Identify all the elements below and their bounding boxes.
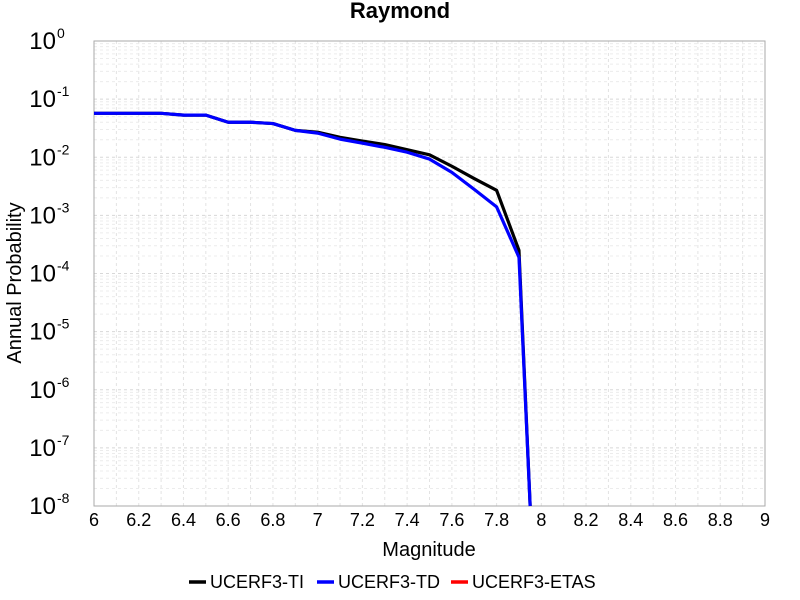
y-tick-label: 10 -8	[29, 490, 69, 520]
y-tick-label: 10 -7	[29, 432, 69, 462]
chart-title: Raymond	[350, 0, 450, 23]
x-tick-label: 7	[313, 510, 323, 530]
series-layer	[94, 111, 532, 507]
x-tick-label: 8.4	[618, 510, 643, 530]
grid-lines	[93, 41, 766, 507]
legend-item: UCERF3-TD	[317, 572, 440, 592]
x-tick-label: 8.2	[574, 510, 599, 530]
y-tick-label: 10 -6	[29, 374, 69, 404]
y-tick-label: 10 0	[29, 25, 65, 55]
x-tick-label: 8	[536, 510, 546, 530]
legend: UCERF3-TI UCERF3-TD UCERF3-ETAS	[189, 572, 596, 592]
y-axis-label: Annual Probability	[4, 202, 26, 363]
y-tick-exponent: -5	[57, 316, 70, 332]
x-tick-label: 8.6	[663, 510, 688, 530]
x-tick-label: 7.6	[439, 510, 464, 530]
y-tick-exponent: -2	[57, 141, 70, 157]
y-tick-base: 10	[29, 377, 56, 404]
x-tick-label: 6.8	[260, 510, 285, 530]
x-tick-label: 8.8	[708, 510, 733, 530]
y-tick-label: 10 -5	[29, 316, 69, 346]
legend-label: UCERF3-TI	[210, 572, 304, 592]
y-tick-exponent: -8	[57, 490, 70, 506]
x-tick-label: 7.8	[484, 510, 509, 530]
y-tick-exponent: 0	[57, 25, 65, 41]
x-tick-label: 6.6	[216, 510, 241, 530]
y-tick-exponent: -1	[57, 83, 70, 99]
y-tick-base: 10	[29, 28, 56, 55]
x-axis-label: Magnitude	[382, 539, 475, 561]
y-tick-base: 10	[29, 435, 56, 462]
y-tick-label: 10 -3	[29, 199, 69, 229]
y-tick-base: 10	[29, 86, 56, 113]
x-tick-label: 6	[89, 510, 99, 530]
y-tick-exponent: -7	[57, 432, 70, 448]
x-tick-label: 9	[760, 510, 770, 530]
y-tick-label: 10 -4	[29, 258, 69, 288]
legend-item: UCERF3-TI	[189, 572, 304, 592]
legend-label: UCERF3-TD	[338, 572, 440, 592]
y-tick-base: 10	[29, 493, 56, 520]
y-tick-base: 10	[29, 319, 56, 346]
x-tick-label: 6.2	[126, 510, 151, 530]
y-tick-exponent: -3	[57, 199, 70, 215]
y-tick-label: 10 -2	[29, 141, 69, 171]
legend-label: UCERF3-ETAS	[472, 572, 596, 592]
plot-area	[93, 40, 766, 507]
y-tick-base: 10	[29, 261, 56, 288]
legend-item: UCERF3-ETAS	[451, 572, 596, 592]
x-tick-label: 7.4	[395, 510, 420, 530]
y-tick-base: 10	[29, 144, 56, 171]
y-tick-exponent: -4	[57, 258, 70, 274]
series-line-ucerf3-ti	[94, 111, 532, 507]
y-tick-base: 10	[29, 202, 56, 229]
x-axis-ticks: 6 6.2 6.4 6.6 6.8 7 7.2 7.4 7.6 7.8 8 8.2 8.4 8.6 8.8 9	[89, 510, 770, 530]
x-tick-label: 6.4	[171, 510, 196, 530]
x-tick-label: 7.2	[350, 510, 375, 530]
y-tick-label: 10 -1	[29, 83, 69, 113]
series-line-ucerf3-td	[94, 111, 532, 507]
y-tick-exponent: -6	[57, 374, 70, 390]
